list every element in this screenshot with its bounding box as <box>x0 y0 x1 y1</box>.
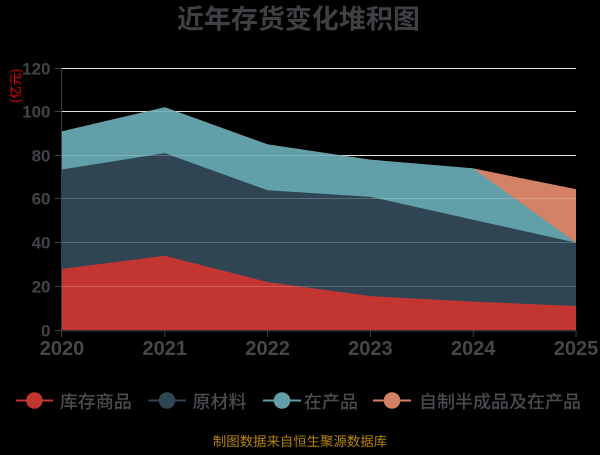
svg-text:0: 0 <box>41 322 50 341</box>
svg-text:2025: 2025 <box>554 338 599 360</box>
svg-text:2024: 2024 <box>451 338 496 360</box>
svg-text:40: 40 <box>32 234 51 253</box>
svg-text:80: 80 <box>32 147 51 166</box>
svg-text:120: 120 <box>22 60 50 79</box>
svg-text:60: 60 <box>32 190 51 209</box>
svg-text:20: 20 <box>32 278 51 297</box>
svg-text:2020: 2020 <box>40 338 85 360</box>
svg-text:2021: 2021 <box>143 338 188 360</box>
svg-text:2023: 2023 <box>348 338 393 360</box>
svg-text:100: 100 <box>22 103 50 122</box>
svg-text:2022: 2022 <box>245 338 290 360</box>
